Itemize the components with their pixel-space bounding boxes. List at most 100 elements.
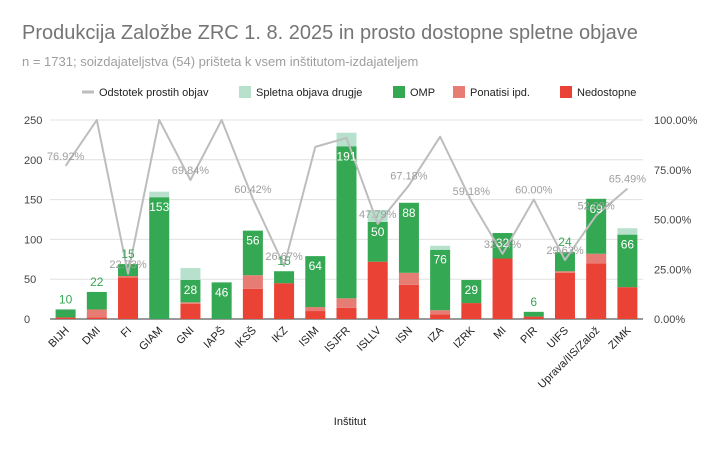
x-axis-title: Inštitut [334,416,366,428]
x-tick-label: IKSŠ [232,324,259,351]
bar-segment [180,302,201,304]
x-tick-label: ISIM [297,325,321,349]
y-tick-label: 50 [24,274,36,286]
x-tick-label: IKZ [270,324,291,345]
bar-segment [398,284,419,319]
x-tick-label: MI [492,325,509,342]
legend-label: OMP [410,87,435,99]
bar-data-label: 15 [277,254,291,268]
y2-tick-label: 0.00% [654,314,685,326]
y2-tick-label: 50.00% [654,215,692,227]
x-tick-label: IZA [426,324,447,345]
bar-segment [242,230,263,276]
line-data-label: 76.92% [47,151,85,163]
x-tick-label: ISLLV [355,324,385,354]
bar-data-label: 32 [496,236,510,250]
bar-segment [274,283,295,319]
line-data-label: 29.63% [546,245,584,257]
bar-data-label: 46 [215,285,229,299]
bar-data-label: 88 [402,206,416,220]
bar-segment [523,316,544,319]
bar-segment [523,311,544,317]
y-tick-label: 0 [24,314,30,326]
y2-tick-label: 75.00% [654,165,692,177]
line-data-label: 47.79% [359,209,397,221]
bar-segment [149,191,170,198]
bar-data-label: 15 [121,247,135,261]
bar-segment [118,277,139,319]
bar-data-label: 191 [336,149,356,163]
y-tick-label: 250 [24,115,42,127]
legend-label: Spletna objava drugje [256,87,362,99]
bar-data-label: 29 [465,283,479,297]
bar-segment [461,303,482,319]
legend: Odstotek prostih objav Spletna objava dru… [82,86,636,99]
x-tick-label: ISJFR [323,325,353,355]
bar-segment [430,245,451,250]
bar-segment [242,275,263,289]
bar-data-label: 50 [371,225,385,239]
bar-data-label: 66 [621,238,635,252]
x-tick-label: BIJH [46,325,71,350]
bar-segment [430,314,451,319]
bar-segment [211,282,232,319]
bar-segment [492,233,513,259]
y-tick-label: 200 [24,155,42,167]
bar-segment [305,311,326,319]
line-data-label: 59.18% [453,186,491,198]
bar-layer [55,132,638,319]
x-tick-label: PIR [518,325,539,346]
line-data-label: 69.84% [172,165,210,177]
line-data-label: 60.42% [234,184,272,196]
legend-swatch [560,86,572,98]
bar-segment [149,197,170,319]
bar-segment [492,258,513,319]
bar-segment [180,268,201,280]
bar-data-label: 56 [246,234,260,248]
bar-segment [118,276,139,278]
y2-tick-label: 25.00% [654,264,692,276]
x-tick-label: GIAM [137,325,165,353]
bar-segment [55,317,76,319]
bar-segment [305,307,326,312]
bar-segment [367,221,388,262]
bar-data-label: 153 [149,200,169,214]
legend-swatch [393,86,405,98]
x-tick-label: FI [119,325,134,340]
bar-segment [367,209,388,222]
y-tick-label: 100 [24,234,42,246]
bar-data-label: 69 [590,202,604,216]
line-data-label: 60.00% [515,185,553,197]
bar-segment [586,198,607,254]
bar-segment [398,202,419,273]
x-tick-label: DMI [80,325,103,348]
x-tick-label: ZIMK [606,324,634,352]
line-data-label: 67.18% [390,170,428,182]
line-data-label: 22.73% [109,259,147,271]
legend-label: Ponatisi ipd. [470,87,530,99]
data-label-layer: 10 22 15 153 28 46 56 15 64 191 50 88 76 29 32 6 24 69 66 7… [47,149,646,309]
bar-segment [430,310,451,315]
bar-segment [554,272,575,319]
bar-data-label: 10 [59,292,73,306]
bar-segment [554,252,575,272]
bar-segment [180,303,201,319]
bar-segment [367,261,388,319]
bar-segment [586,253,607,264]
bar-data-label: 6 [530,295,537,309]
bar-segment [86,291,107,310]
bar-segment [86,317,107,319]
bar-segment [336,146,357,299]
bar-data-label: 28 [184,283,198,297]
bar-segment [242,288,263,319]
bar-data-label: 64 [309,259,323,273]
bar-segment [617,287,638,319]
x-tick-label: ISN [394,325,415,346]
line-series-odstotek [64,119,629,275]
y2-tick-label: 100.00% [654,115,698,127]
bar-segment [274,271,295,284]
bar-segment [554,271,575,273]
line-data-label: 52.08% [578,200,616,212]
legend-swatch [453,86,465,98]
